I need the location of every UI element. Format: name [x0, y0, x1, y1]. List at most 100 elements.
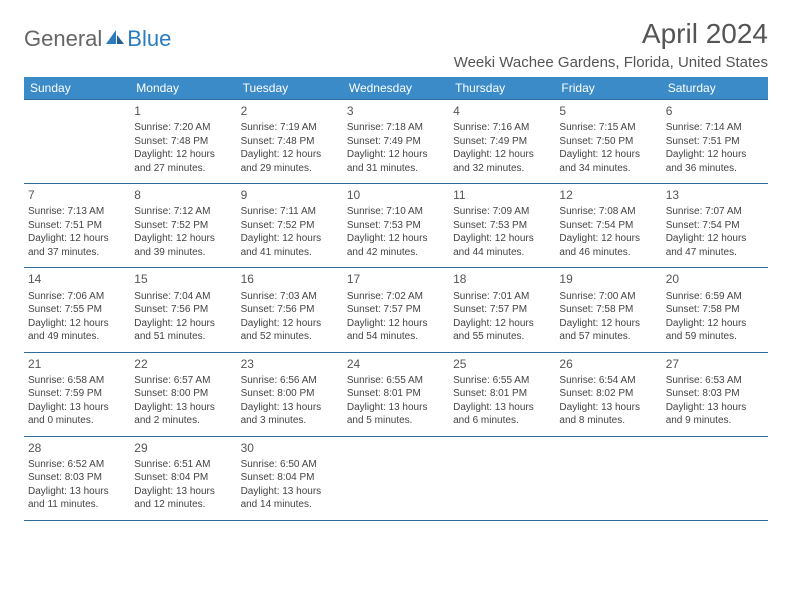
sunrise-text: Sunrise: 7:10 AM — [347, 205, 445, 219]
sunset-text: Sunset: 7:51 PM — [28, 219, 126, 233]
calendar-cell: 8Sunrise: 7:12 AMSunset: 7:52 PMDaylight… — [130, 184, 236, 268]
daylight-text: Daylight: 13 hours and 11 minutes. — [28, 485, 126, 512]
daylight-text: Daylight: 12 hours and 57 minutes. — [559, 317, 657, 344]
sunrise-text: Sunrise: 7:01 AM — [453, 290, 551, 304]
daylight-text: Daylight: 12 hours and 52 minutes. — [241, 317, 339, 344]
daylight-text: Daylight: 12 hours and 46 minutes. — [559, 232, 657, 259]
sunrise-text: Sunrise: 6:51 AM — [134, 458, 232, 472]
calendar-cell: 17Sunrise: 7:02 AMSunset: 7:57 PMDayligh… — [343, 268, 449, 352]
calendar-cell: 6Sunrise: 7:14 AMSunset: 7:51 PMDaylight… — [662, 100, 768, 184]
day-number: 27 — [666, 356, 764, 372]
daylight-text: Daylight: 13 hours and 14 minutes. — [241, 485, 339, 512]
daylight-text: Daylight: 12 hours and 54 minutes. — [347, 317, 445, 344]
day-header: Sunday — [24, 77, 130, 100]
brand-part2: Blue — [127, 26, 171, 52]
daylight-text: Daylight: 13 hours and 8 minutes. — [559, 401, 657, 428]
sunrise-text: Sunrise: 7:19 AM — [241, 121, 339, 135]
daylight-text: Daylight: 12 hours and 41 minutes. — [241, 232, 339, 259]
brand-logo: General Blue — [24, 26, 171, 52]
day-header: Thursday — [449, 77, 555, 100]
calendar-cell — [24, 100, 130, 184]
daylight-text: Daylight: 13 hours and 12 minutes. — [134, 485, 232, 512]
day-number: 4 — [453, 103, 551, 119]
day-number: 20 — [666, 271, 764, 287]
day-header: Friday — [555, 77, 661, 100]
daylight-text: Daylight: 12 hours and 36 minutes. — [666, 148, 764, 175]
daylight-text: Daylight: 12 hours and 31 minutes. — [347, 148, 445, 175]
calendar-cell: 15 Sunrise: 7:04 AMSunset: 7:56 PMDayligh… — [130, 268, 236, 352]
calendar-row: 7Sunrise: 7:13 AMSunset: 7:51 PMDaylight… — [24, 184, 768, 268]
day-number: 6 — [666, 103, 764, 119]
calendar-cell: 26Sunrise: 6:54 AMSunset: 8:02 PMDayligh… — [555, 352, 661, 436]
calendar-cell: 12Sunrise: 7:08 AMSunset: 7:54 PMDayligh… — [555, 184, 661, 268]
sunset-text: Sunset: 7:58 PM — [666, 303, 764, 317]
day-number: 16 — [241, 271, 339, 287]
daylight-text: Daylight: 12 hours and 37 minutes. — [28, 232, 126, 259]
calendar-cell: 14Sunrise: 7:06 AMSunset: 7:55 PMDayligh… — [24, 268, 130, 352]
daylight-text: Daylight: 12 hours and 34 minutes. — [559, 148, 657, 175]
sunset-text: Sunset: 8:03 PM — [666, 387, 764, 401]
day-number: 10 — [347, 187, 445, 203]
sunrise-text: Sunrise: 7:00 AM — [559, 290, 657, 304]
brand-part1: General — [24, 26, 102, 52]
daylight-text: Daylight: 12 hours and 51 minutes. — [134, 317, 232, 344]
calendar-cell: 13Sunrise: 7:07 AMSunset: 7:54 PMDayligh… — [662, 184, 768, 268]
sunset-text: Sunset: 7:54 PM — [559, 219, 657, 233]
sunset-text: Sunset: 7:55 PM — [28, 303, 126, 317]
calendar-row: 21Sunrise: 6:58 AMSunset: 7:59 PMDayligh… — [24, 352, 768, 436]
sunrise-text: Sunrise: 6:58 AM — [28, 374, 126, 388]
daylight-text: Daylight: 12 hours and 44 minutes. — [453, 232, 551, 259]
day-number: 19 — [559, 271, 657, 287]
sunrise-text: Sunrise: 7:15 AM — [559, 121, 657, 135]
sunrise-text: Sunrise: 6:53 AM — [666, 374, 764, 388]
day-number: 8 — [134, 187, 232, 203]
daylight-text: Daylight: 13 hours and 3 minutes. — [241, 401, 339, 428]
calendar-cell: 24Sunrise: 6:55 AMSunset: 8:01 PMDayligh… — [343, 352, 449, 436]
day-header: Saturday — [662, 77, 768, 100]
day-number: 26 — [559, 356, 657, 372]
sunset-text: Sunset: 8:00 PM — [241, 387, 339, 401]
calendar-cell: 2Sunrise: 7:19 AMSunset: 7:48 PMDaylight… — [237, 100, 343, 184]
sunset-text: Sunset: 7:56 PM — [134, 303, 232, 317]
day-number: 22 — [134, 356, 232, 372]
calendar-cell: 25Sunrise: 6:55 AMSunset: 8:01 PMDayligh… — [449, 352, 555, 436]
day-number: 13 — [666, 187, 764, 203]
day-number: 24 — [347, 356, 445, 372]
calendar-row: 1Sunrise: 7:20 AMSunset: 7:48 PMDaylight… — [24, 100, 768, 184]
sunrise-text: Sunrise: 7:18 AM — [347, 121, 445, 135]
day-number: 15 — [134, 271, 232, 287]
daylight-text: Daylight: 12 hours and 55 minutes. — [453, 317, 551, 344]
sunrise-text: Sunrise: 6:55 AM — [453, 374, 551, 388]
sunset-text: Sunset: 7:52 PM — [241, 219, 339, 233]
sunset-text: Sunset: 8:00 PM — [134, 387, 232, 401]
day-number: 28 — [28, 440, 126, 456]
sunset-text: Sunset: 7:51 PM — [666, 135, 764, 149]
calendar-cell: 20Sunrise: 6:59 AMSunset: 7:58 PMDayligh… — [662, 268, 768, 352]
sunset-text: Sunset: 7:53 PM — [347, 219, 445, 233]
day-number: 2 — [241, 103, 339, 119]
calendar-table: Sunday Monday Tuesday Wednesday Thursday… — [24, 77, 768, 521]
calendar-cell: 9 Sunrise: 7:11 AMSunset: 7:52 PMDaylight… — [237, 184, 343, 268]
day-number: 9 — [241, 187, 339, 203]
sunrise-text: Sunrise: 7:07 AM — [666, 205, 764, 219]
sunrise-text: Sunrise: 6:59 AM — [666, 290, 764, 304]
calendar-cell — [662, 436, 768, 520]
day-number: 11 — [453, 187, 551, 203]
day-number: 21 — [28, 356, 126, 372]
day-number: 14 — [28, 271, 126, 287]
sunset-text: Sunset: 8:02 PM — [559, 387, 657, 401]
calendar-cell: 18Sunrise: 7:01 AMSunset: 7:57 PMDayligh… — [449, 268, 555, 352]
calendar-cell: 19Sunrise: 7:00 AMSunset: 7:58 PMDayligh… — [555, 268, 661, 352]
day-number: 18 — [453, 271, 551, 287]
calendar-row: 28Sunrise: 6:52 AMSunset: 8:03 PMDayligh… — [24, 436, 768, 520]
sunrise-text: Sunrise: 7:04 AM — [134, 290, 232, 304]
sunrise-text: Sunrise: 6:52 AM — [28, 458, 126, 472]
calendar-cell: 29Sunrise: 6:51 AMSunset: 8:04 PMDayligh… — [130, 436, 236, 520]
calendar-cell: 4Sunrise: 7:16 AMSunset: 7:49 PMDaylight… — [449, 100, 555, 184]
daylight-text: Daylight: 12 hours and 42 minutes. — [347, 232, 445, 259]
page-title: April 2024 — [454, 18, 768, 50]
calendar-cell: 23Sunrise: 6:56 AMSunset: 8:00 PMDayligh… — [237, 352, 343, 436]
sunrise-text: Sunrise: 6:55 AM — [347, 374, 445, 388]
calendar-cell: 10 Sunrise: 7:10 AMSunset: 7:53 PMDayligh… — [343, 184, 449, 268]
sunrise-text: Sunrise: 7:11 AM — [241, 205, 339, 219]
